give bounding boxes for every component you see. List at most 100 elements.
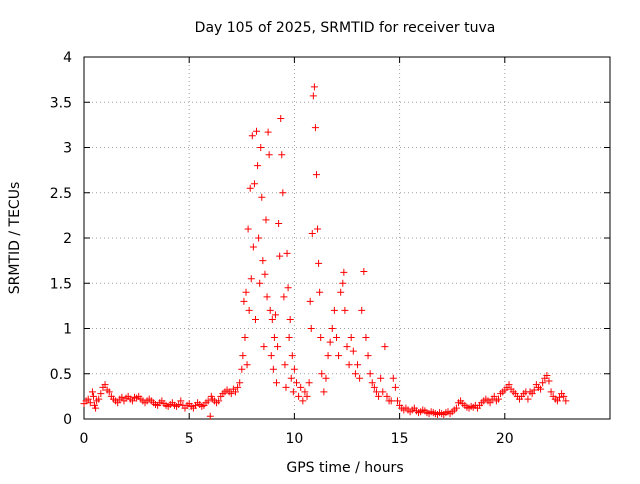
y-tick-label: 3 bbox=[63, 141, 72, 157]
data-point bbox=[101, 381, 109, 389]
data-point bbox=[309, 92, 317, 100]
data-point bbox=[387, 397, 395, 405]
data-point bbox=[276, 252, 284, 260]
data-point bbox=[92, 404, 100, 412]
data-point bbox=[360, 267, 368, 275]
data-point bbox=[339, 279, 347, 287]
data-point bbox=[320, 388, 328, 396]
data-point bbox=[256, 279, 264, 287]
y-axis-label: SRMTID / TECUs bbox=[7, 182, 23, 295]
data-point bbox=[341, 306, 349, 314]
data-point bbox=[290, 365, 298, 373]
data-point bbox=[547, 388, 555, 396]
y-tick-label: 2 bbox=[63, 231, 72, 247]
data-point bbox=[347, 334, 355, 342]
data-point bbox=[247, 275, 255, 283]
data-point bbox=[254, 162, 262, 170]
data-point bbox=[312, 171, 320, 179]
data-point bbox=[277, 115, 285, 123]
data-point bbox=[242, 288, 250, 296]
data-point bbox=[316, 288, 324, 296]
data-point bbox=[240, 297, 248, 305]
data-point bbox=[239, 352, 247, 360]
data-point bbox=[175, 401, 183, 409]
data-point bbox=[271, 311, 279, 319]
data-point bbox=[330, 306, 338, 314]
data-point bbox=[255, 234, 263, 242]
data-point bbox=[251, 315, 259, 323]
data-point bbox=[383, 392, 391, 400]
data-point bbox=[303, 392, 311, 400]
data-point bbox=[269, 365, 277, 373]
x-axis-label: GPS time / hours bbox=[286, 460, 403, 476]
data-point bbox=[278, 151, 286, 159]
data-point bbox=[258, 193, 266, 201]
data-point bbox=[279, 189, 287, 197]
data-point bbox=[537, 385, 545, 393]
data-point bbox=[88, 388, 96, 396]
data-point bbox=[243, 361, 251, 369]
data-point bbox=[264, 128, 272, 136]
data-point bbox=[95, 395, 103, 403]
data-point bbox=[486, 399, 494, 407]
data-point bbox=[317, 334, 325, 342]
data-point bbox=[241, 334, 249, 342]
data-point bbox=[105, 388, 113, 396]
data-point bbox=[556, 393, 564, 401]
data-point bbox=[530, 386, 538, 394]
data-point bbox=[372, 388, 380, 396]
data-point bbox=[351, 370, 359, 378]
data-point bbox=[282, 383, 290, 391]
data-point bbox=[356, 374, 364, 382]
data-point bbox=[368, 379, 376, 387]
data-point bbox=[295, 392, 303, 400]
data-point bbox=[337, 288, 345, 296]
data-point bbox=[289, 388, 297, 396]
data-point bbox=[307, 325, 315, 332]
data-point bbox=[114, 399, 122, 407]
data-point bbox=[553, 397, 561, 405]
grid-lines bbox=[84, 57, 610, 419]
data-point bbox=[89, 392, 97, 400]
data-point bbox=[375, 392, 383, 400]
data-point bbox=[543, 372, 551, 380]
data-point bbox=[379, 388, 387, 396]
data-point bbox=[267, 352, 275, 360]
data-point bbox=[297, 383, 305, 391]
data-point bbox=[343, 343, 351, 351]
data-point bbox=[560, 392, 568, 400]
data-point bbox=[306, 297, 314, 305]
y-tick-label: 2.5 bbox=[50, 186, 72, 202]
data-point bbox=[236, 379, 244, 387]
y-tick-label: 1 bbox=[63, 322, 72, 338]
data-point bbox=[314, 225, 322, 233]
y-tick-label: 1.5 bbox=[50, 276, 72, 292]
data-point bbox=[326, 338, 334, 346]
data-point bbox=[528, 390, 536, 398]
data-point bbox=[452, 404, 460, 412]
data-point bbox=[204, 397, 212, 405]
data-point bbox=[288, 352, 296, 360]
data-point bbox=[128, 397, 136, 405]
data-point bbox=[310, 83, 318, 91]
data-point bbox=[249, 243, 257, 251]
data-point bbox=[280, 293, 288, 301]
data-point bbox=[274, 343, 282, 351]
chart-title: Day 105 of 2025, SRMTID for receiver tuv… bbox=[195, 20, 496, 36]
data-point bbox=[177, 397, 185, 405]
data-point bbox=[389, 374, 397, 382]
data-point bbox=[370, 383, 378, 391]
data-point bbox=[206, 412, 214, 420]
data-point bbox=[505, 381, 513, 389]
data-point bbox=[234, 383, 242, 391]
data-point bbox=[332, 334, 340, 342]
data-point bbox=[283, 249, 291, 257]
data-point bbox=[324, 352, 332, 360]
data-point bbox=[299, 397, 307, 405]
data-point bbox=[362, 334, 370, 342]
data-point bbox=[354, 361, 362, 369]
y-tick-label: 0 bbox=[63, 412, 72, 428]
data-point bbox=[259, 257, 267, 265]
